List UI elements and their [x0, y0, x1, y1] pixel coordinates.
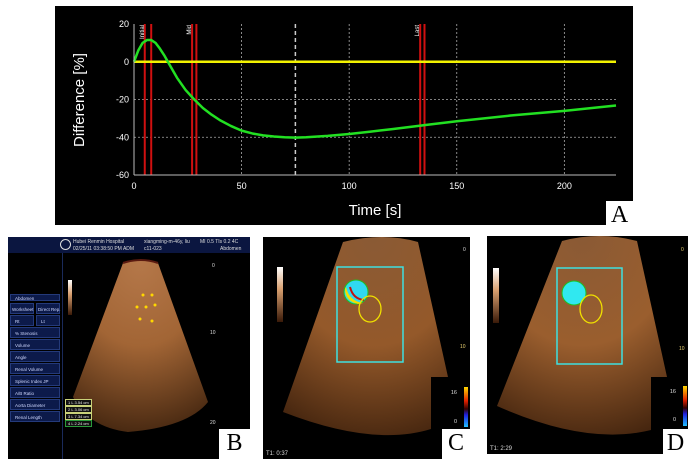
timer: T1: 0:37	[266, 451, 289, 457]
liver-sector	[283, 237, 448, 436]
scale-min: 0	[673, 417, 676, 423]
depth-10: 10	[460, 344, 466, 350]
panel-a-chart: Initial Mid Last 0 50 100 150 200 20 0 -20 -40 -60 …	[55, 6, 633, 225]
measurement-2: 2 L 3.06 cm	[65, 406, 92, 413]
x-tick-label: 0	[131, 181, 136, 191]
measurement-calipers	[135, 293, 157, 323]
contrast-ultrasound-image: 16 0 0 10 T1: 2:29	[490, 236, 688, 454]
depth-10: 10	[679, 346, 685, 352]
preset-name: Abdomen	[220, 246, 242, 252]
scale-min: 0	[454, 419, 457, 425]
color-scale-bar	[464, 387, 468, 427]
x-tick-label: 200	[557, 181, 572, 191]
roi-box	[556, 267, 623, 365]
x-tick-label: 50	[237, 181, 247, 191]
exam-id: c11-023	[144, 246, 162, 252]
menu-angle[interactable]: Angle	[10, 351, 60, 362]
depth-0: 0	[463, 247, 466, 253]
y-tick-label: -20	[116, 95, 129, 105]
menu-renal-length[interactable]: Renal Length	[10, 411, 60, 422]
y-tick-label: 0	[124, 57, 129, 67]
y-tick-label: -40	[116, 132, 129, 142]
depth-10: 10	[210, 330, 216, 336]
x-axis-label: Time [s]	[349, 202, 402, 219]
roi-circle-filled	[343, 279, 369, 305]
right-button[interactable]: Rt	[10, 315, 34, 326]
measurement-4: 4 L 2.24 cm	[65, 420, 92, 427]
depth-0: 0	[212, 263, 215, 269]
measurement-1: 1 L 3.54 cm	[65, 399, 92, 406]
mi-tis: MI 0.5 TIs 0.2 4C	[200, 239, 239, 245]
panel-label-d: D	[663, 429, 688, 456]
hospital-name: Hubei Renmin Hospital	[73, 239, 125, 245]
gray-scale-bar	[277, 267, 283, 322]
menu-aorta-diameter[interactable]: Aorta Diameter	[10, 399, 60, 410]
direct-rep-button[interactable]: Direct Rep.	[36, 303, 61, 314]
x-tick-label: 150	[449, 181, 464, 191]
y-tick-label: 20	[119, 19, 129, 29]
roi-circle-outline	[579, 294, 603, 324]
left-button[interactable]: Lt	[36, 315, 60, 326]
menu-header-abdomen[interactable]: Abdomen	[10, 294, 60, 301]
contrast-ultrasound-image: 16 0 0 10 T1: 0:37	[266, 237, 470, 459]
panel-label-c: C	[442, 429, 470, 459]
liver-sector	[497, 236, 667, 435]
panel-c-ultrasound: 16 0 0 10 T1: 0:37	[263, 237, 470, 459]
ge-logo	[60, 239, 71, 250]
worksheet-button[interactable]: Worksheet	[10, 303, 34, 314]
menu-volume[interactable]: Volume	[10, 339, 60, 350]
y-tick-label: -60	[116, 170, 129, 180]
roi-box	[336, 266, 404, 363]
marker-label-last: Last	[415, 25, 421, 37]
panel-label-a: A	[606, 201, 633, 228]
menu-splenic-index[interactable]: Splenic Index JP	[10, 375, 60, 386]
x-tick-label: 100	[342, 181, 357, 191]
depth-20: 20	[210, 420, 216, 426]
panel-b-ultrasound: Hubei Renmin Hospital 02/25/11 03:38:50 …	[8, 237, 250, 459]
roi-circle-filled	[561, 280, 587, 306]
ultrasound-image	[68, 259, 208, 432]
gray-scale-bar	[493, 268, 499, 323]
color-scale-bar	[683, 386, 687, 426]
marker-label-initial: Initial	[140, 25, 146, 39]
scale-max: 16	[451, 390, 457, 396]
timer: T1: 2:29	[490, 446, 513, 452]
panel-label-b: B	[219, 429, 250, 459]
marker-label-mid: Mid	[187, 25, 193, 35]
measurement-3: 3 L 7.34 cm	[65, 413, 92, 420]
menu-stenosis[interactable]: % Stenosis	[10, 327, 60, 338]
depth-0: 0	[681, 247, 684, 253]
panel-d-ultrasound: 16 0 0 10 T1: 2:29	[487, 236, 688, 454]
exam-datetime: 02/25/11 03:38:50 PM ADM	[73, 246, 135, 252]
roi-circle-outline	[358, 295, 382, 323]
difference-chart: Initial Mid Last 0 50 100 150 200200-20-40-60 …	[71, 19, 617, 219]
y-axis-label: Difference [%]	[71, 53, 88, 147]
menu-renal-volume[interactable]: Renal Volume	[10, 363, 60, 374]
liver-sector	[73, 260, 208, 432]
scale-max: 16	[670, 389, 676, 395]
patient-name: xiangming-m-46y, liu	[144, 239, 190, 245]
gray-scale-bar	[68, 280, 72, 315]
menu-ab-ratio[interactable]: A/B Ratio	[10, 387, 60, 398]
series-difference	[132, 38, 617, 139]
